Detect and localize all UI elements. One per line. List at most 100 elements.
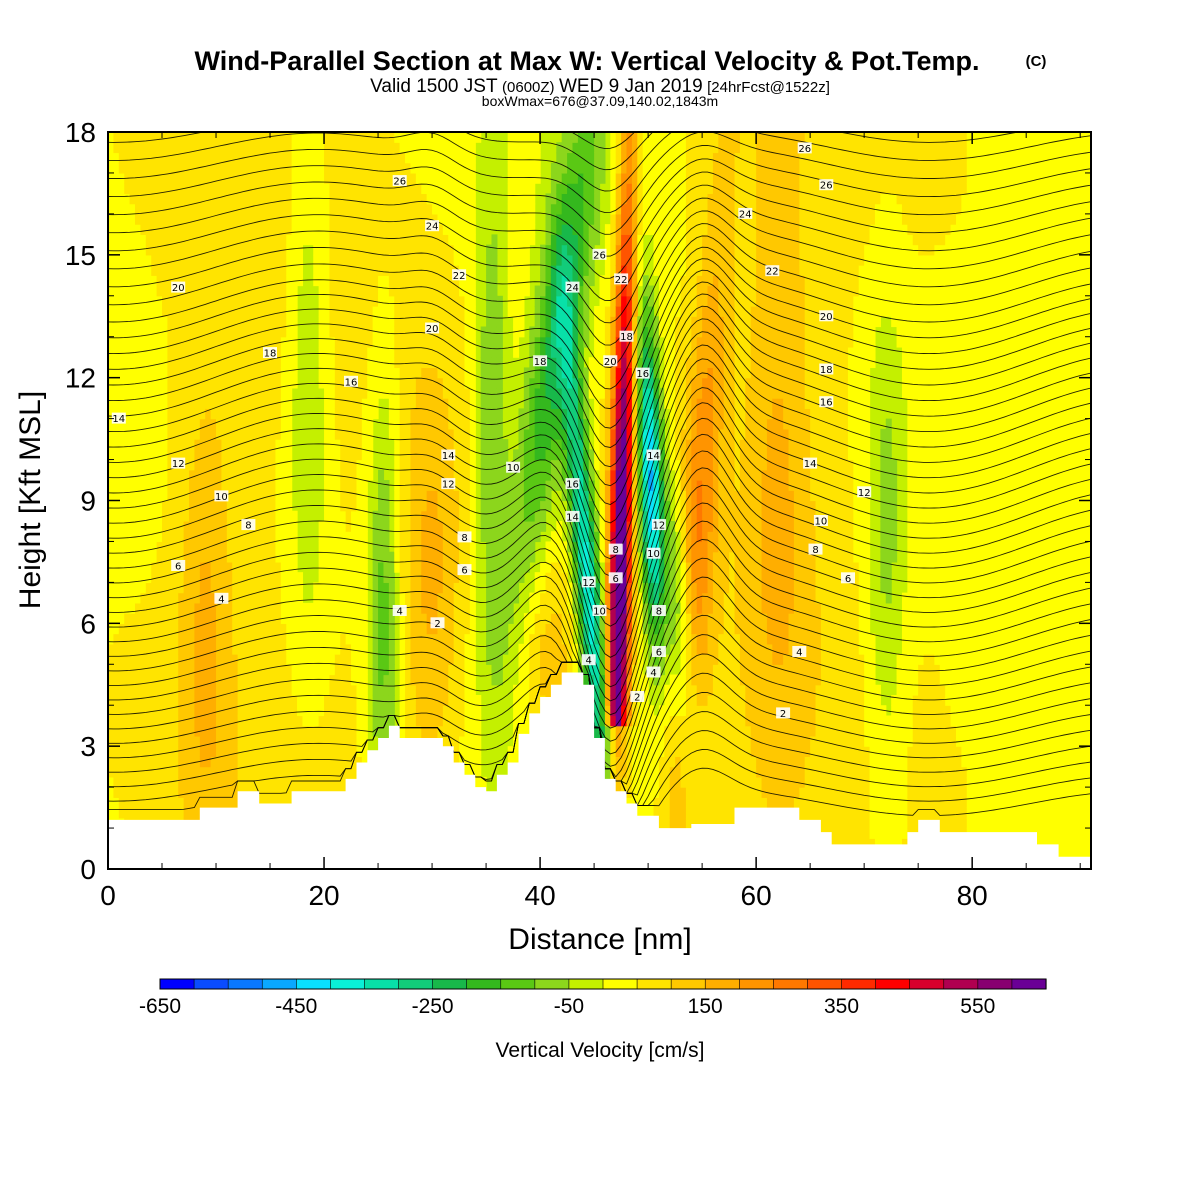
w-cell: [264, 132, 271, 143]
w-cell: [194, 541, 201, 553]
w-cell: [275, 336, 282, 348]
w-cell: [405, 613, 412, 624]
w-cell: [307, 162, 314, 174]
w-cell: [151, 531, 158, 543]
w-cell: [221, 336, 228, 348]
w-cell: [151, 480, 158, 491]
w-cell: [496, 500, 503, 512]
w-cell: [216, 797, 223, 809]
w-cell: [502, 613, 509, 624]
w-cell: [469, 295, 476, 307]
w-cell: [178, 152, 185, 164]
w-cell: [189, 633, 196, 645]
w-cell: [275, 398, 282, 409]
w-cell: [135, 203, 142, 215]
w-cell: [442, 275, 449, 287]
w-cell: [361, 224, 368, 235]
w-cell: [199, 766, 206, 778]
w-cell: [205, 285, 212, 297]
w-cell: [172, 152, 179, 164]
w-cell: [469, 357, 476, 369]
w-cell: [399, 306, 406, 317]
w-cell: [210, 541, 217, 553]
w-cell: [145, 408, 152, 420]
w-cell: [270, 418, 277, 430]
w-cell: [291, 224, 298, 235]
w-cell: [442, 510, 449, 522]
w-cell: [324, 654, 331, 665]
w-cell: [189, 694, 196, 706]
w-cell: [108, 387, 114, 399]
w-cell: [264, 613, 271, 624]
w-cell: [243, 725, 250, 737]
w-cell: [124, 613, 131, 624]
w-cell: [307, 756, 314, 768]
w-cell: [118, 572, 125, 583]
w-cell: [135, 633, 142, 645]
w-cell: [459, 398, 466, 409]
w-cell: [129, 643, 136, 655]
w-cell: [275, 357, 282, 369]
w-cell: [394, 367, 401, 379]
w-cell: [297, 592, 304, 604]
w-cell: [118, 480, 125, 491]
w-cell: [232, 244, 239, 256]
w-cell: [356, 234, 363, 246]
w-cell: [118, 142, 125, 154]
w-cell: [405, 203, 412, 215]
w-cell: [291, 582, 298, 594]
w-cell: [496, 541, 503, 553]
w-cell: [156, 735, 163, 747]
w-cell: [351, 439, 358, 450]
w-cell: [183, 613, 190, 624]
w-cell: [513, 346, 520, 358]
w-cell: [453, 357, 460, 369]
w-cell: [280, 480, 287, 491]
w-cell: [415, 520, 422, 532]
w-cell: [129, 613, 136, 624]
w-cell: [205, 224, 212, 235]
w-cell: [486, 613, 493, 624]
w-cell: [129, 551, 136, 563]
w-cell: [372, 602, 379, 614]
w-cell: [459, 684, 466, 696]
w-cell: [145, 725, 152, 737]
w-cell: [178, 326, 185, 338]
w-cell: [459, 674, 466, 686]
w-cell: [172, 684, 179, 696]
w-cell: [291, 162, 298, 174]
w-cell: [156, 623, 163, 635]
w-cell: [270, 172, 277, 184]
w-cell: [345, 398, 352, 409]
w-cell: [167, 551, 174, 563]
w-cell: [351, 285, 358, 297]
w-cell: [270, 623, 277, 635]
w-cell: [378, 172, 385, 184]
w-cell: [367, 408, 374, 420]
w-cell: [426, 193, 433, 205]
w-cell: [496, 469, 503, 481]
w-cell: [108, 756, 114, 768]
w-cell: [156, 295, 163, 307]
w-cell: [410, 531, 417, 543]
w-cell: [243, 582, 250, 594]
w-cell: [145, 756, 152, 768]
w-cell: [118, 561, 125, 573]
w-cell: [496, 428, 503, 440]
w-cell: [415, 213, 422, 225]
w-cell: [124, 787, 131, 798]
w-cell: [253, 357, 260, 369]
w-cell: [415, 244, 422, 256]
w-cell: [286, 510, 293, 522]
w-cell: [426, 582, 433, 594]
w-cell: [405, 398, 412, 409]
w-cell: [270, 705, 277, 717]
w-cell: [259, 367, 266, 379]
w-cell: [151, 439, 158, 450]
w-cell: [399, 551, 406, 563]
w-cell: [486, 490, 493, 502]
w-cell: [367, 387, 374, 399]
w-cell: [399, 244, 406, 256]
w-cell: [248, 213, 255, 225]
w-cell: [345, 674, 352, 686]
